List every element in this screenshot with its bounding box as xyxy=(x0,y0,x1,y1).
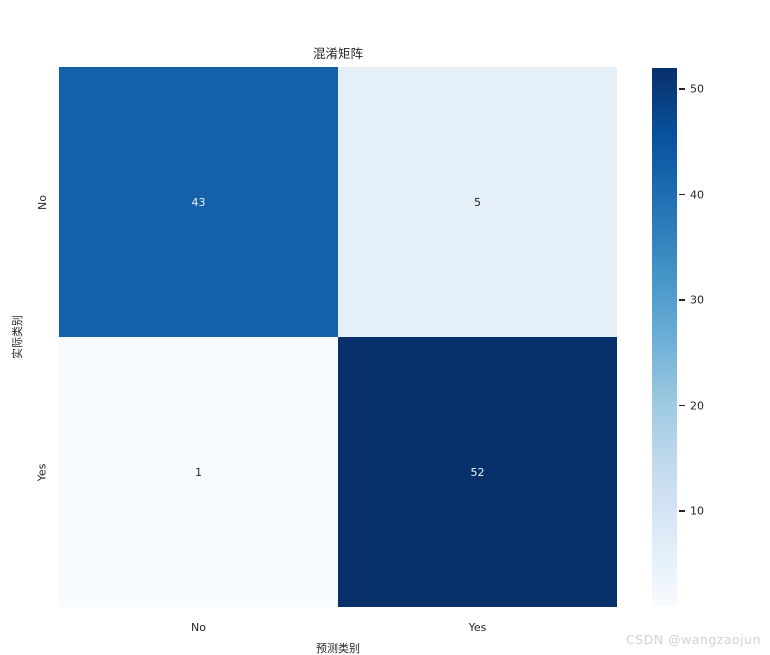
colorbar-tick-mark xyxy=(679,299,685,301)
colorbar-tick-label: 50 xyxy=(690,82,704,96)
colorbar-tick-label: 40 xyxy=(690,188,704,202)
y-axis-label-text: 实际类别 xyxy=(11,315,24,359)
colorbar-tick-mark xyxy=(679,88,685,90)
colorbar-tick-mark xyxy=(679,510,685,512)
heatmap: 43 5 1 52 xyxy=(59,67,617,607)
y-tick-no: No xyxy=(32,67,52,337)
heatmap-cell-actualNo-predYes: 5 xyxy=(338,67,617,337)
x-tick-no: No xyxy=(191,621,206,634)
colorbar-tick-label: 10 xyxy=(690,504,704,518)
chart-title: 混淆矩阵 xyxy=(312,46,363,61)
y-tick-yes: Yes xyxy=(32,337,52,607)
y-axis-label: 实际类别 xyxy=(6,67,28,607)
colorbar-tick-mark xyxy=(679,193,685,196)
colorbar-gradient: 50 40 30 20 10 xyxy=(652,68,704,606)
heatmap-cell-actualYes-predYes: 52 xyxy=(338,337,617,607)
watermark: CSDN @wangzaojun xyxy=(625,632,761,647)
heatmap-cell-actualYes-predNo: 1 xyxy=(59,337,338,607)
colorbar-tick-mark xyxy=(679,404,685,407)
colorbar-tick-label: 20 xyxy=(690,399,704,413)
colorbar-tick-label: 30 xyxy=(690,293,704,307)
y-tick-no-label: No xyxy=(35,194,49,210)
y-tick-yes-label: Yes xyxy=(35,463,49,481)
heatmap-cell-actualNo-predNo: 43 xyxy=(59,67,338,337)
x-axis-label: 预测类别 xyxy=(316,642,360,655)
x-tick-yes: Yes xyxy=(468,621,487,634)
